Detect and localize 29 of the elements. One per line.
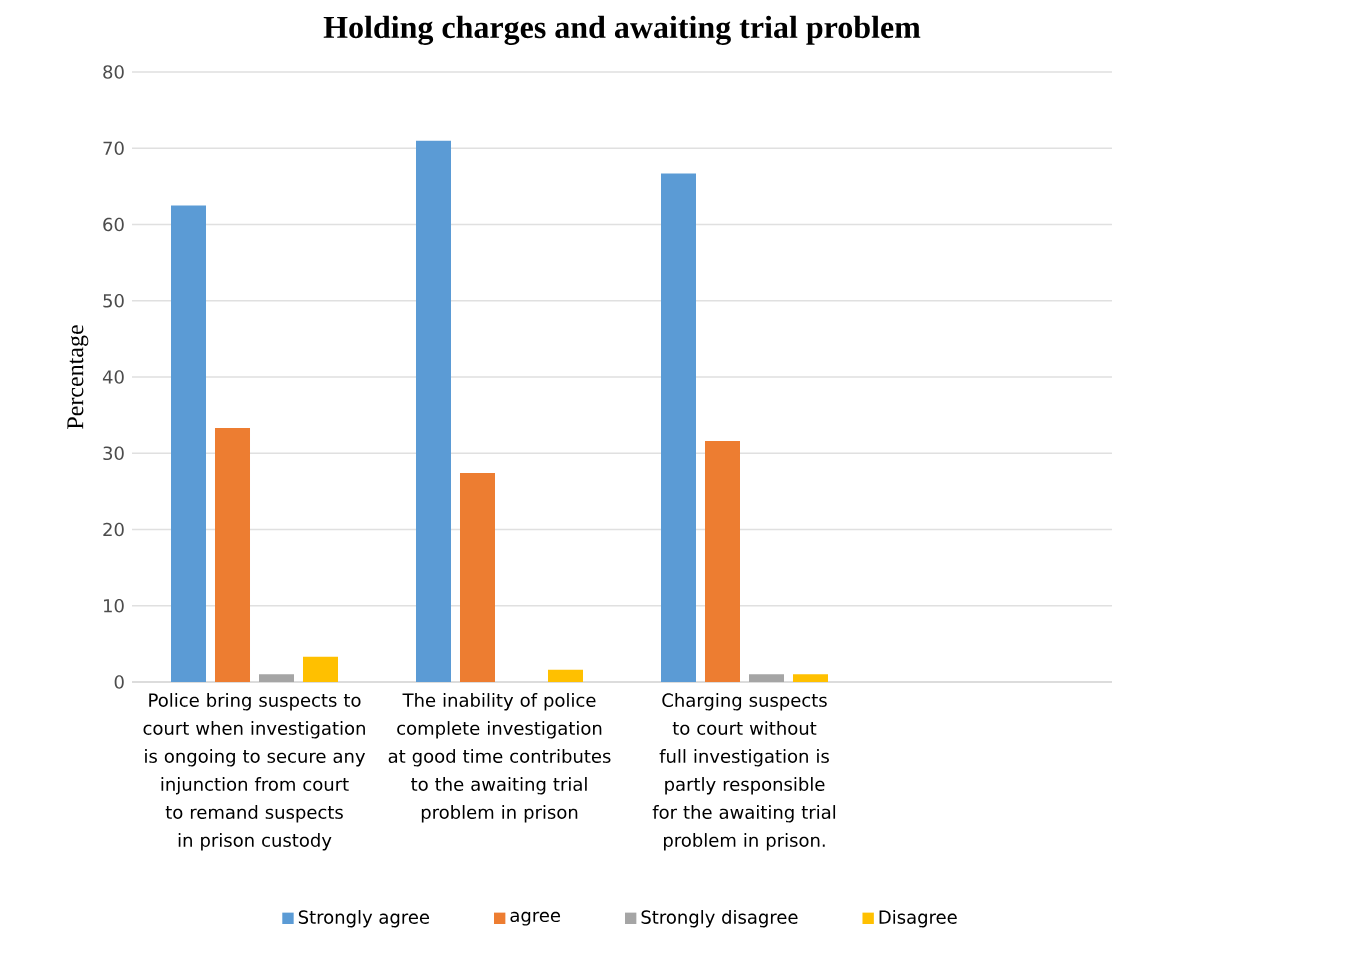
y-axis-title: Percentage <box>67 325 89 429</box>
bar <box>705 441 740 682</box>
x-tick-label: Police bring suspects to court when investigation is ongoing to secure any injunction from court to remand suspects in prison custody <box>143 693 366 851</box>
y-tick-label: 20 <box>103 522 124 537</box>
bar <box>661 173 696 682</box>
y-tick-label: 40 <box>102 370 124 384</box>
y-tick-label: 10 <box>104 598 124 613</box>
x-tick-label: The inability of police complete investigation at good time contributes to the awaiting trial problem in prison <box>388 693 611 823</box>
y-tick-label: 0 <box>114 675 124 689</box>
x-tick-label: Charging suspects to court without full investigation is partly responsible for the awaiting trial problem in prison. <box>652 693 836 851</box>
bar <box>548 669 583 682</box>
bar <box>416 140 451 682</box>
legend-label: Strongly agree <box>298 909 430 928</box>
bar <box>460 473 495 682</box>
bar <box>259 674 294 682</box>
y-tick-label: 70 <box>103 141 124 156</box>
y-tick-label: 80 <box>103 65 124 79</box>
chart-title: Holding charges and awaiting trial problem <box>323 15 921 45</box>
y-tick-label: 30 <box>103 446 124 461</box>
y-tick-label: 60 <box>103 217 124 232</box>
bar <box>171 205 206 682</box>
bar <box>303 656 338 682</box>
y-tick-label: 50 <box>103 293 124 308</box>
legend-label: Strongly disagree <box>641 909 798 928</box>
bar <box>749 674 784 682</box>
legend-label: agree <box>510 911 561 926</box>
bar <box>793 674 828 682</box>
legend-label: Disagree <box>879 909 957 928</box>
bar <box>215 428 250 682</box>
